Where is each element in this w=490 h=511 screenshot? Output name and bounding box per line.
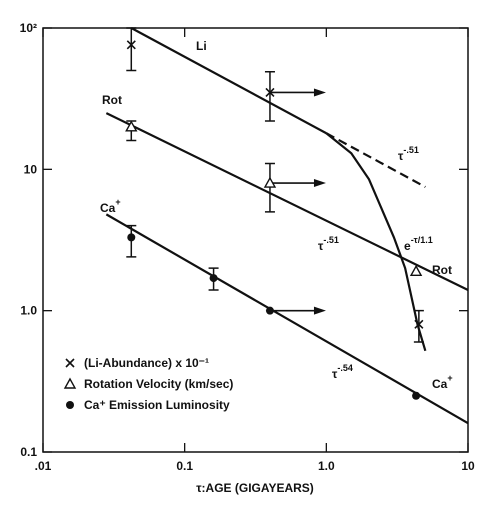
x-axis-label: τ:AGE (GIGAYEARS) — [196, 481, 314, 495]
annotation: Li — [196, 39, 207, 53]
error-bar — [413, 309, 424, 343]
marker — [209, 274, 218, 283]
marker — [265, 306, 274, 315]
marker — [409, 264, 423, 276]
legend-label: Rotation Velocity (km/sec) — [84, 377, 233, 391]
annotation-sup: + — [115, 197, 120, 207]
legend-marker — [63, 377, 77, 389]
x-tick-label: 10 — [461, 459, 475, 473]
annotation: Rot — [102, 93, 122, 107]
annotation-text: Rot — [102, 93, 122, 107]
annotation: τ-.51 — [318, 235, 339, 253]
y-tick-label: 10 — [24, 162, 38, 176]
limit-arrow-head — [313, 88, 326, 97]
legend-label: (Li-Abundance) x 10⁻¹ — [84, 356, 209, 370]
marker — [265, 87, 275, 98]
annotation-text: τ — [398, 149, 404, 163]
error-bar — [126, 27, 137, 72]
marker — [125, 120, 138, 132]
y-tick-label: 1.0 — [20, 304, 37, 318]
annotation-text: e — [404, 239, 411, 253]
annotation: Ca+ — [432, 373, 453, 391]
marker — [126, 40, 136, 50]
limit-arrow-head — [313, 179, 326, 188]
fit-line — [325, 132, 427, 352]
fit-line — [105, 112, 469, 292]
annotation: Ca+ — [100, 197, 121, 215]
annotation: τ-.54 — [332, 363, 353, 381]
annotation-text: Li — [196, 39, 207, 53]
annotation: τ-.51 — [398, 145, 419, 163]
annotation: e-τ/1.1 — [404, 235, 433, 253]
legend-entry: Rotation Velocity (km/sec) — [63, 377, 233, 391]
annotation-sup: -.51 — [323, 235, 339, 245]
annotation-text: τ — [332, 367, 338, 381]
fit-line — [105, 213, 469, 425]
y-tick-label: 0.1 — [20, 445, 37, 459]
error-bar — [264, 71, 275, 122]
fit-line — [325, 132, 426, 188]
legend-entry: (Li-Abundance) x 10⁻¹ — [65, 356, 209, 370]
annotation-text: τ — [318, 239, 324, 253]
legend-entry: Ca⁺ Emission Luminosity — [66, 398, 230, 412]
y-tick-label: 10² — [20, 21, 37, 35]
marker — [414, 319, 424, 329]
legend-marker — [65, 358, 75, 368]
marker — [263, 176, 277, 188]
annotation-text: Ca — [100, 201, 116, 215]
annotation-sup: + — [447, 373, 452, 383]
x-tick-label: .01 — [35, 459, 52, 473]
marker — [127, 233, 136, 242]
limit-arrow-head — [313, 306, 326, 315]
annotation: Rot — [432, 263, 452, 277]
annotation-text: Rot — [432, 263, 452, 277]
x-tick-label: 0.1 — [176, 459, 193, 473]
annotation-sup: -τ/1.1 — [411, 235, 433, 245]
marker — [412, 391, 421, 400]
plot-frame — [42, 27, 469, 453]
legend-label: Ca⁺ Emission Luminosity — [84, 398, 230, 412]
fit-line — [130, 27, 327, 135]
legend-marker — [66, 401, 74, 409]
annotation-sup: -.51 — [403, 145, 419, 155]
annotation-sup: -.54 — [337, 363, 353, 373]
x-tick-label: 1.0 — [318, 459, 335, 473]
annotation-text: Ca — [432, 377, 448, 391]
